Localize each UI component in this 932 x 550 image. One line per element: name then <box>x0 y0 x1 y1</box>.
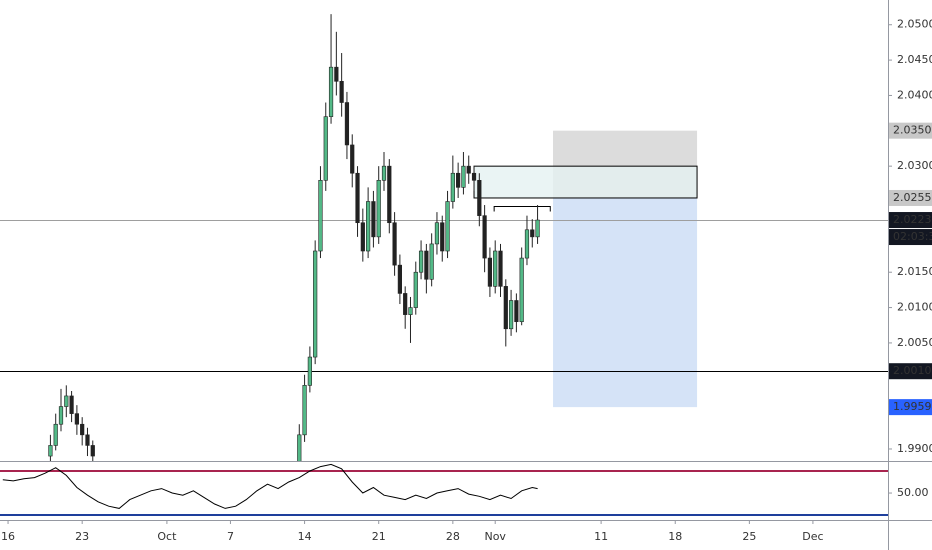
zone <box>473 165 698 199</box>
candle-body <box>413 271 418 308</box>
y-tick-label: 1.99000 <box>897 442 932 455</box>
candle-body <box>397 264 402 294</box>
candle-body <box>477 179 482 216</box>
candle-body <box>376 179 381 238</box>
y-tick-label: 50.00 <box>897 486 929 499</box>
candle-body <box>514 300 519 323</box>
candle-body <box>440 222 445 252</box>
candle-body <box>466 165 471 174</box>
candle-body <box>302 385 307 436</box>
candle-body <box>471 172 477 181</box>
candle-body <box>64 395 69 407</box>
x-tick-label: 16 <box>1 530 15 543</box>
candle-body <box>503 286 508 330</box>
candle-body <box>487 257 493 287</box>
candle-body <box>524 229 530 259</box>
candle-body <box>328 66 334 117</box>
candle-body <box>424 250 429 280</box>
candle-body <box>366 201 371 252</box>
rsi-pane <box>0 463 888 517</box>
price-badge <box>889 189 932 206</box>
candle-body <box>69 395 74 414</box>
countdown-badge <box>889 229 932 246</box>
candle-body <box>482 215 487 259</box>
candle-body <box>90 445 95 457</box>
candle-body <box>371 201 376 238</box>
price-badge <box>889 399 932 416</box>
candle-body <box>297 434 302 461</box>
candle-body <box>339 81 344 103</box>
candle-body <box>355 172 360 224</box>
price-badge <box>889 122 932 139</box>
candle-body <box>493 250 498 287</box>
y-tick-label: 2.04500 <box>897 53 932 66</box>
x-tick-label: 25 <box>742 530 756 543</box>
x-tick-label: 23 <box>75 530 89 543</box>
x-tick-label: Oct <box>157 530 177 543</box>
price-badge-label: 1.99592 <box>893 400 932 413</box>
zone <box>553 197 698 408</box>
y-tick-label: 2.05000 <box>897 18 932 31</box>
price-pane <box>0 14 888 461</box>
candle-body <box>360 222 365 252</box>
candle-body <box>307 356 312 386</box>
x-tick-label: 21 <box>372 530 386 543</box>
x-tick-label: 11 <box>594 530 608 543</box>
x-tick-label: 28 <box>446 530 460 543</box>
candle-body <box>350 144 355 174</box>
candle-body <box>323 116 328 181</box>
x-tick-label: Dec <box>802 530 823 543</box>
candle-body <box>445 201 450 252</box>
candle-body <box>334 66 339 82</box>
price-badge-label: 2.02238 <box>893 213 932 226</box>
candle-body <box>381 165 387 181</box>
y-tick-label: 2.01500 <box>897 265 932 278</box>
candle-body <box>53 423 58 446</box>
x-tick-label: 7 <box>227 530 234 543</box>
x-tick-label: 18 <box>668 530 682 543</box>
candle-body <box>450 172 455 202</box>
axes: 1.99000 2.00500 2.01000 2.01500 2.03000 2.040… <box>1 18 932 543</box>
price-badge <box>889 212 932 229</box>
rsi-line <box>2 463 538 509</box>
bracket <box>493 205 551 212</box>
candle-body <box>519 257 524 323</box>
countdown: 02:03:39 <box>893 230 932 243</box>
candle-body <box>461 165 466 188</box>
y-tick-label: 2.04000 <box>897 88 932 101</box>
candle-body <box>48 445 53 457</box>
candle-body <box>80 423 85 436</box>
candle-body <box>508 300 514 330</box>
candle-body <box>456 172 461 188</box>
price-badge <box>889 363 932 380</box>
y-tick-label: 2.00500 <box>897 336 932 349</box>
y-tick-label: 2.01000 <box>897 301 932 314</box>
candle-body <box>318 179 323 252</box>
candle-body <box>530 229 535 238</box>
candle-body <box>344 102 350 146</box>
candle-body <box>58 406 64 425</box>
candle-body <box>387 165 392 224</box>
candle-body <box>429 243 434 280</box>
candle-body <box>418 250 424 273</box>
x-tick-label: Nov <box>484 530 506 543</box>
candle-body <box>313 250 318 358</box>
candle-body <box>85 434 90 446</box>
candle-body <box>408 307 413 315</box>
y-tick-label: 2.03000 <box>897 159 932 172</box>
candle-body <box>535 219 540 238</box>
candle-body <box>498 250 503 287</box>
price-badge-label: 2.02550 <box>893 191 932 204</box>
candle-body <box>434 222 440 245</box>
price-badge-label: 2.00100 <box>893 364 932 377</box>
x-tick-label: 14 <box>298 530 312 543</box>
candle-body <box>403 293 408 315</box>
candle-body <box>392 222 397 266</box>
candle-body <box>74 413 79 425</box>
